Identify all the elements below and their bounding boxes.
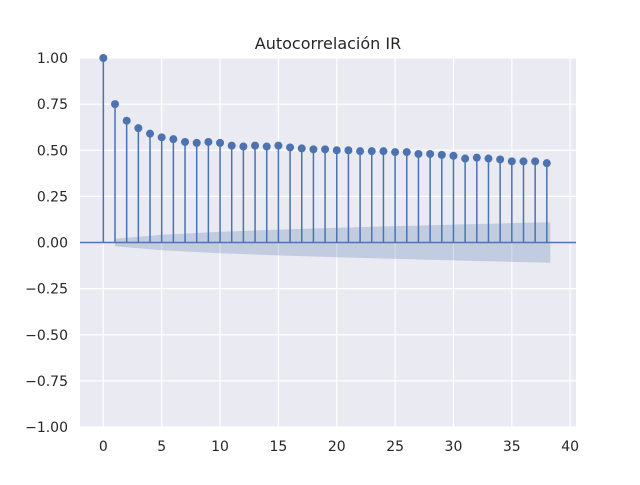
acf-point (169, 135, 178, 144)
y-tick-label: 0.25 (37, 189, 68, 205)
x-tick-label: 5 (157, 439, 166, 455)
acf-point (379, 147, 388, 156)
x-tick-labels: 0 5 10 15 20 25 30 35 40 (99, 439, 579, 455)
y-tick-label: 0.50 (37, 143, 68, 159)
acf-point (216, 138, 225, 147)
acf-point (437, 150, 446, 159)
acf-point (192, 138, 201, 147)
x-tick-label: 0 (99, 439, 108, 455)
y-tick-label: −0.50 (25, 328, 68, 344)
acf-point (461, 154, 470, 163)
acf-point (426, 149, 435, 158)
x-tick-label: 25 (386, 439, 404, 455)
acf-point (239, 142, 248, 151)
acf-point (286, 143, 295, 152)
acf-point (332, 146, 341, 155)
acf-point (134, 124, 143, 133)
acf-point (321, 145, 330, 154)
acf-point (111, 100, 120, 109)
acf-point (274, 141, 283, 150)
y-tick-label: 1.00 (37, 51, 68, 67)
acf-point (204, 137, 213, 146)
acf-point (297, 144, 306, 153)
acf-point (367, 147, 376, 156)
acf-point (542, 159, 551, 168)
x-tick-label: 35 (503, 439, 521, 455)
acf-point (146, 129, 155, 138)
acf-point (122, 116, 131, 125)
acf-point (519, 157, 528, 166)
acf-point (531, 157, 540, 166)
acf-point (449, 151, 458, 160)
y-tick-label: −0.75 (25, 374, 68, 390)
acf-point (402, 148, 411, 157)
acf-point (99, 54, 108, 62)
acf-point (309, 145, 318, 154)
stems (102, 58, 548, 243)
x-tick-label: 10 (211, 439, 229, 455)
acf-point (507, 157, 516, 166)
x-tick-label: 30 (445, 439, 463, 455)
acf-point (181, 137, 190, 146)
acf-point (414, 149, 423, 158)
acf-point (157, 133, 166, 142)
acf-point (391, 148, 400, 157)
y-tick-labels: −1.00 −0.75 −0.50 −0.25 0.00 0.25 0.50 0.75 1.00 (25, 51, 68, 436)
acf-point (262, 142, 271, 151)
x-tick-label: 20 (328, 439, 346, 455)
y-tick-label: −0.25 (25, 282, 68, 298)
markers (99, 54, 551, 168)
chart-title: Autocorrelación IR (255, 34, 401, 53)
y-tick-label: −1.00 (25, 420, 68, 436)
acf-point (496, 155, 505, 164)
acf-point (344, 146, 353, 155)
acf-point (251, 141, 260, 150)
acf-point (484, 154, 493, 163)
y-tick-label: 0.00 (37, 236, 68, 252)
y-tick-label: 0.75 (37, 97, 68, 113)
acf-point (356, 147, 365, 156)
acf-point (472, 153, 481, 162)
acf-point (227, 141, 236, 150)
x-tick-label: 40 (561, 439, 579, 455)
x-tick-label: 15 (269, 439, 287, 455)
